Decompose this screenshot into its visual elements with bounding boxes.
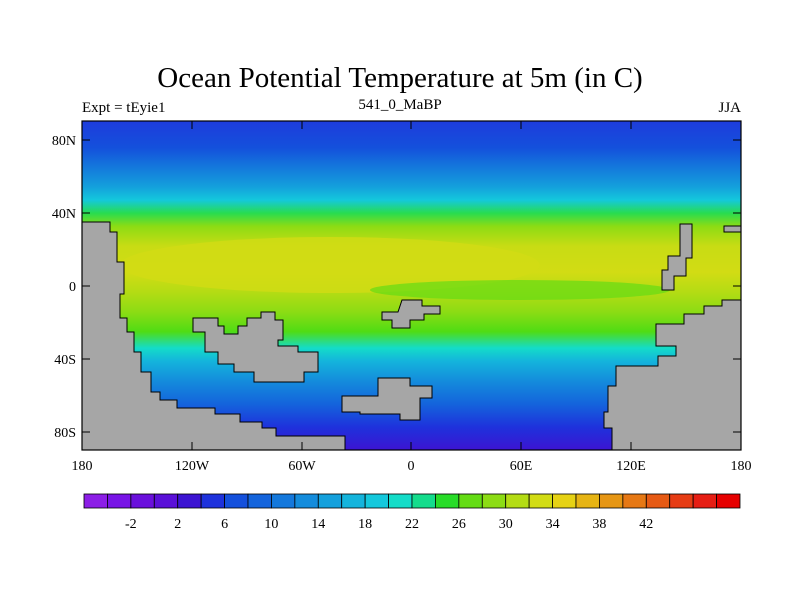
colorbar-box [341,493,366,509]
lon-label-0: 0 [408,459,415,474]
colorbar-box [224,493,249,509]
colorbar-label: 34 [546,517,560,532]
lat-axis [82,139,741,433]
colorbar-box [458,493,483,509]
lat-label-40n: 40N [52,207,76,222]
colorbar [83,493,741,509]
lat-label-80s: 80S [54,426,76,441]
colorbar-label: 14 [311,517,325,532]
time-label: 541_0_MaBP [358,97,442,113]
land-continent-1 [192,311,319,383]
lon-axis [81,121,742,450]
colorbar-box [200,493,225,509]
lat-label-80n: 80N [52,134,76,149]
colorbar-box [552,493,577,509]
map-title: Ocean Potential Temperature at 5m (in C) [157,62,643,94]
warm-pool [120,237,540,293]
colorbar-labels: -2 2 6 10 14 18 22 26 30 34 38 42 [125,517,653,532]
colorbar-label: -2 [125,517,137,532]
lon-label-120e: 120E [616,459,646,474]
colorbar-label: 6 [221,517,228,532]
lon-label-60w: 60W [288,459,316,474]
colorbar-box [107,493,132,509]
colorbar-box [364,493,389,509]
colorbar-label: 18 [358,517,372,532]
season-label: JJA [718,100,741,116]
colorbar-box [153,493,179,509]
colorbar-box [388,493,413,509]
land-island-center [381,299,441,329]
colorbar-box [271,493,296,509]
lon-label-180w: 180 [72,459,93,474]
colorbar-label: 22 [405,517,419,532]
lat-label-40s: 40S [54,353,76,368]
colorbar-box [294,493,319,509]
colorbar-box [177,493,202,509]
lon-label-180e: 180 [731,459,752,474]
land-island-south [341,377,433,421]
colorbar-box [622,493,647,509]
colorbar-label: 30 [499,517,513,532]
colorbar-label: 42 [639,517,653,532]
colorbar-box [130,493,155,509]
colorbar-box [645,493,671,509]
lon-label-120w: 120W [175,459,210,474]
colorbar-box [692,493,717,509]
colorbar-box [83,493,108,509]
lon-label-60e: 60E [510,459,533,474]
lat-label-0: 0 [69,280,76,295]
colorbar-box [435,493,460,509]
colorbar-label: 38 [592,517,606,532]
colorbar-box [599,493,624,509]
colorbar-box [247,493,272,509]
colorbar-box [317,493,343,509]
land-west [81,221,346,451]
colorbar-box [575,493,600,509]
colorbar-box [411,493,436,509]
colorbar-box [528,493,553,509]
cool-tongue [370,280,670,300]
colorbar-box [481,493,507,509]
colorbar-box [669,493,694,509]
colorbar-label: 26 [452,517,466,532]
colorbar-box [716,493,741,509]
experiment-label: Expt = tEyie1 [82,100,166,116]
colorbar-label: 2 [174,517,181,532]
colorbar-box [505,493,530,509]
land-island-east [661,223,693,291]
colorbar-label: 10 [264,517,278,532]
